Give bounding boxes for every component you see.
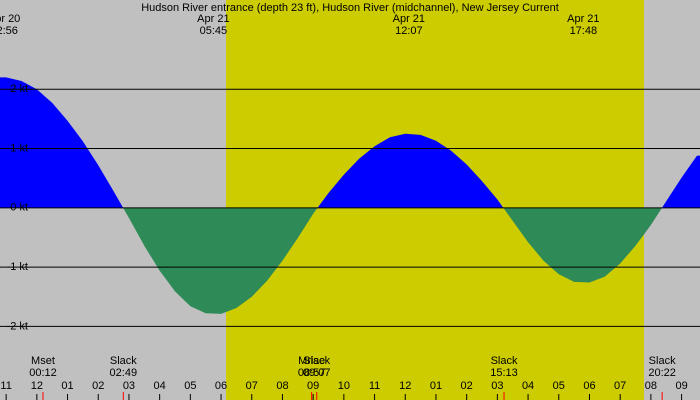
event-time: 09:07 xyxy=(303,367,331,379)
x-tick-label: 08 xyxy=(645,380,657,392)
plot xyxy=(0,77,700,314)
x-tick-label: 06 xyxy=(583,380,595,392)
event-label: Mset xyxy=(31,355,55,367)
flood-area xyxy=(0,77,700,208)
x-tick-label: 12 xyxy=(31,380,43,392)
top-date-label: Apr 21 xyxy=(197,13,229,25)
x-tick-label: 09 xyxy=(675,380,687,392)
ebb-area xyxy=(123,207,662,314)
x-tick-label: 04 xyxy=(154,380,166,392)
event-time: 20:22 xyxy=(648,367,676,379)
event-label: Slack xyxy=(491,355,518,367)
event-time: 15:13 xyxy=(490,367,518,379)
top-time-label: 12:07 xyxy=(395,25,423,37)
x-tick-label: 07 xyxy=(614,380,626,392)
event-time: 08:57 xyxy=(298,367,326,379)
x-tick-label: 08 xyxy=(276,380,288,392)
event-label: Slack xyxy=(303,355,330,367)
x-tick-label: 03 xyxy=(123,380,135,392)
y-tick-label: -2 kt xyxy=(7,320,28,332)
event-label: Slack xyxy=(110,355,137,367)
x-tick-label: 01 xyxy=(61,380,73,392)
top-date-label: Apr 20 xyxy=(0,13,20,25)
x-tick-label: 12 xyxy=(399,380,411,392)
x-tick-label: 07 xyxy=(246,380,258,392)
x-tick-label: 02 xyxy=(92,380,104,392)
top-time-label: 22:56 xyxy=(0,25,18,37)
x-tick-label: 09 xyxy=(307,380,319,392)
top-date-label: Apr 21 xyxy=(393,13,425,25)
x-tick-label: 11 xyxy=(0,380,11,392)
x-tick-label: 10 xyxy=(338,380,350,392)
x-tick-label: 03 xyxy=(491,380,503,392)
top-date-label: Apr 21 xyxy=(567,13,599,25)
chart-title: Hudson River entrance (depth 23 ft), Hud… xyxy=(141,2,559,14)
event-label: Mrise xyxy=(298,355,325,367)
y-tick-label: 0 kt xyxy=(10,202,28,214)
top-time-label: 17:48 xyxy=(570,25,598,37)
y-tick-label: 2 kt xyxy=(10,83,28,95)
x-tick-label: 01 xyxy=(430,380,442,392)
x-tick-label: 05 xyxy=(184,380,196,392)
y-tick-label: -1 kt xyxy=(7,261,28,273)
event-time: 02:49 xyxy=(110,367,138,379)
x-tick-label: 04 xyxy=(522,380,534,392)
x-tick-label: 11 xyxy=(369,380,380,392)
event-label: Slack xyxy=(649,355,676,367)
x-tick-label: 05 xyxy=(553,380,565,392)
x-tick-label: 02 xyxy=(461,380,473,392)
event-time: 00:12 xyxy=(29,367,57,379)
top-time-label: 05:45 xyxy=(200,25,228,37)
x-tick-label: 06 xyxy=(215,380,227,392)
y-tick-label: 1 kt xyxy=(10,142,28,154)
